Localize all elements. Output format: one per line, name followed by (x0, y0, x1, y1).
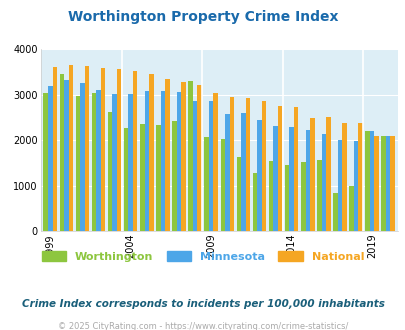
Bar (341, 123, 346, 231)
Bar (96, 90, 100, 231)
Bar (144, 91, 149, 231)
Bar (213, 93, 217, 231)
Bar (160, 91, 165, 231)
Bar (85, 66, 89, 231)
Bar (165, 80, 169, 231)
Bar (224, 114, 229, 231)
Bar (80, 82, 85, 231)
Bar (257, 120, 261, 231)
Bar (289, 127, 293, 231)
Text: Worthington Property Crime Index: Worthington Property Crime Index (68, 10, 337, 24)
Bar (333, 193, 337, 231)
Bar (117, 69, 121, 231)
Bar (353, 141, 357, 231)
Legend: Worthington, Minnesota, National: Worthington, Minnesota, National (37, 247, 368, 267)
Bar (204, 137, 209, 231)
Bar (357, 123, 362, 231)
Bar (293, 107, 298, 231)
Bar (277, 106, 281, 231)
Bar (133, 71, 137, 231)
Bar (128, 93, 133, 231)
Bar (100, 68, 105, 231)
Bar (316, 160, 321, 231)
Bar (92, 93, 96, 231)
Bar (43, 93, 48, 231)
Bar (325, 117, 330, 231)
Bar (64, 80, 68, 231)
Bar (176, 92, 181, 231)
Bar (321, 134, 325, 231)
Text: © 2025 CityRating.com - https://www.cityrating.com/crime-statistics/: © 2025 CityRating.com - https://www.city… (58, 322, 347, 330)
Bar (188, 81, 192, 231)
Bar (60, 75, 64, 231)
Bar (305, 130, 309, 231)
Bar (172, 121, 176, 231)
Bar (273, 126, 277, 231)
Bar (300, 162, 305, 231)
Bar (369, 131, 373, 231)
Bar (385, 136, 390, 231)
Bar (261, 101, 266, 231)
Bar (112, 93, 117, 231)
Bar (252, 173, 257, 231)
Bar (209, 101, 213, 231)
Bar (373, 136, 378, 231)
Bar (156, 125, 160, 231)
Bar (52, 67, 57, 231)
Bar (337, 140, 341, 231)
Bar (197, 85, 201, 231)
Bar (192, 101, 197, 231)
Bar (108, 112, 112, 231)
Text: Crime Index corresponds to incidents per 100,000 inhabitants: Crime Index corresponds to incidents per… (21, 299, 384, 309)
Bar (181, 82, 185, 231)
Bar (390, 136, 394, 231)
Bar (364, 131, 369, 231)
Bar (381, 136, 385, 231)
Bar (229, 97, 233, 231)
Bar (149, 75, 153, 231)
Bar (268, 161, 273, 231)
Bar (245, 98, 249, 231)
Bar (140, 124, 144, 231)
Bar (309, 117, 314, 231)
Bar (124, 128, 128, 231)
Bar (220, 139, 224, 231)
Bar (75, 96, 80, 231)
Bar (48, 86, 52, 231)
Bar (284, 165, 289, 231)
Bar (236, 157, 241, 231)
Bar (348, 185, 353, 231)
Bar (68, 65, 73, 231)
Bar (241, 114, 245, 231)
